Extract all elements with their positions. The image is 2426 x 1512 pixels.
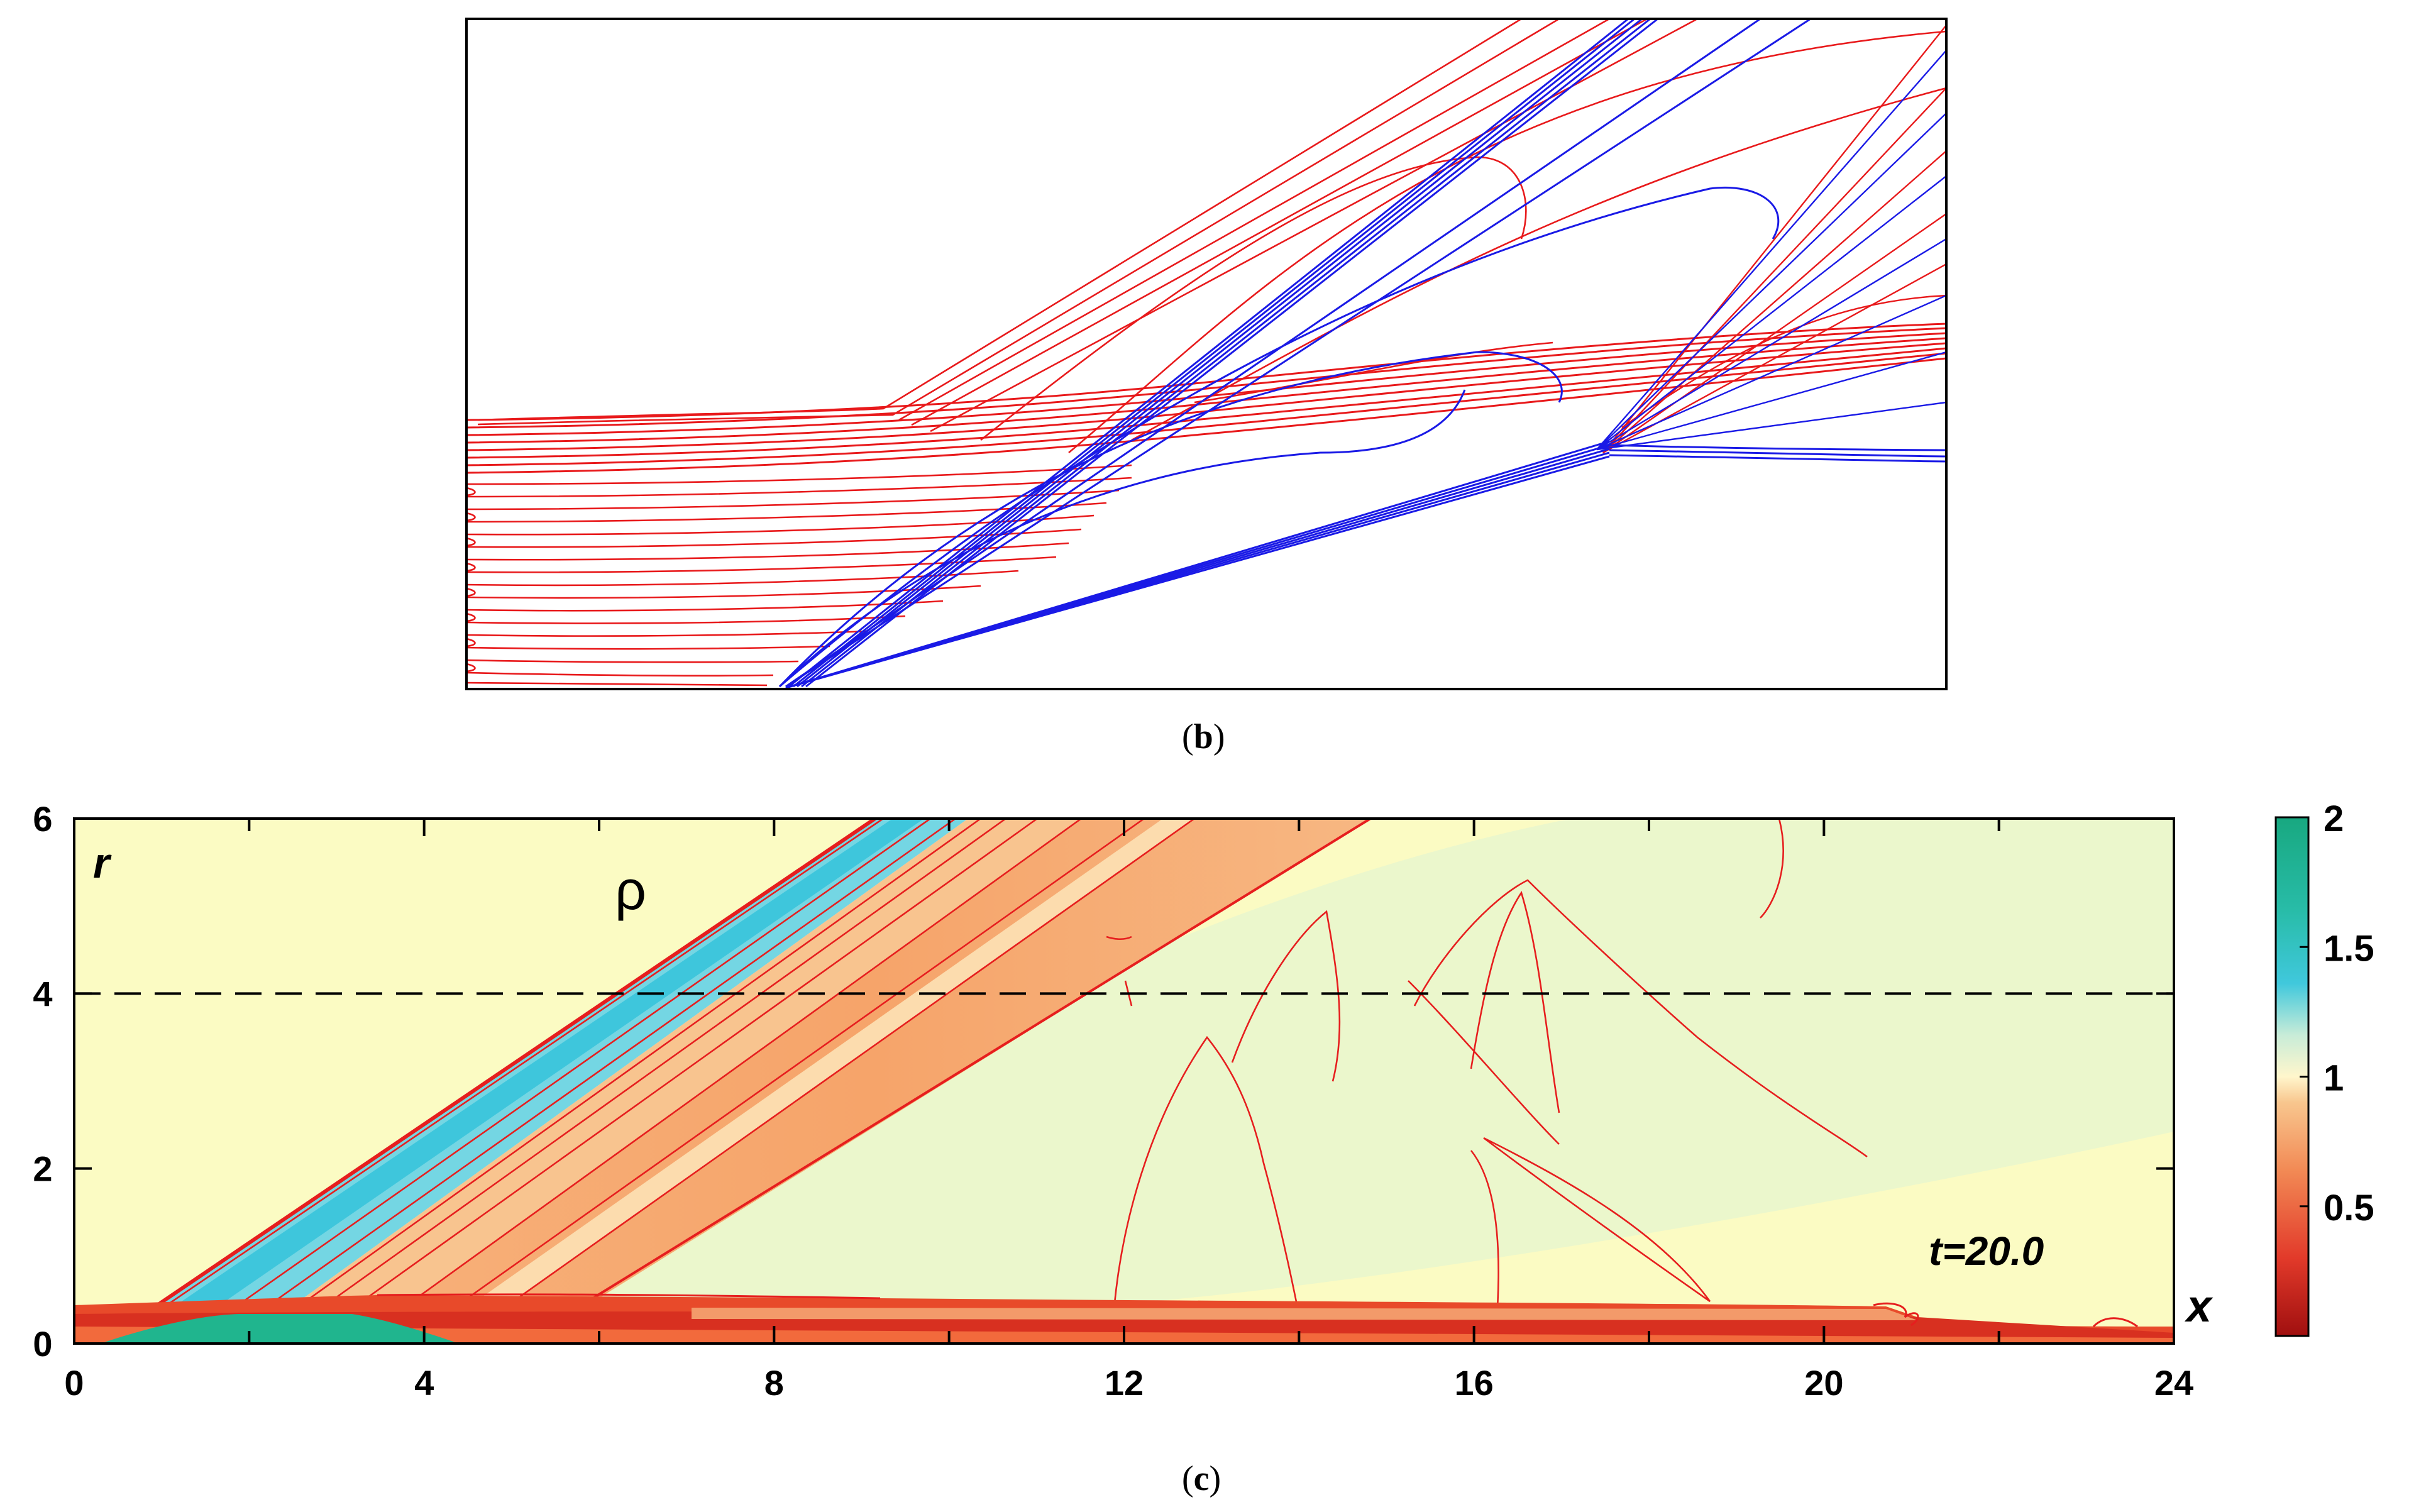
caption-c-letter: c: [1193, 1459, 1210, 1498]
panel-c-x-axis-label: x: [2184, 1281, 2214, 1332]
panel-c-y-ticks: 0 2 4 6: [33, 799, 2174, 1364]
x-tick-label-20: 20: [1804, 1363, 1843, 1403]
caption-b-letter: b: [1193, 717, 1213, 756]
x-tick-label-0: 0: [64, 1363, 84, 1403]
panel-b-plot: [465, 18, 1948, 690]
x-tick-label-4: 4: [414, 1363, 434, 1403]
panel-c-teal-body: [101, 1314, 459, 1344]
colorbar-label-1.5: 1.5: [2324, 928, 2374, 969]
caption-c: (c): [1182, 1459, 1221, 1498]
caption-b: (b): [1182, 717, 1225, 756]
x-tick-label-12: 12: [1105, 1363, 1144, 1403]
x-tick-label-16: 16: [1455, 1363, 1494, 1403]
panel-b-blue-oblique-bundle: [778, 19, 1811, 688]
panel-c-r-axis-label: r: [93, 839, 112, 887]
panel-c-x-ticks: 0 4 8 12 16 20 24: [64, 819, 2193, 1403]
panel-c-orange-band-1: [264, 819, 1081, 1327]
x-tick-label-8: 8: [764, 1363, 784, 1403]
panel-c-colorbar: 0.5 1 1.5 2: [2274, 798, 2374, 1337]
y-tick-label-2: 2: [33, 1149, 52, 1189]
y-tick-label-0: 0: [33, 1324, 52, 1364]
panel-b-red-right-fan: [1602, 25, 1946, 454]
panel-c-time-label: t=20.0: [1929, 1228, 2044, 1274]
panel-b-blue-right-fan: [1596, 50, 1946, 451]
x-tick-label-24: 24: [2154, 1363, 2193, 1403]
y-tick-label-6: 6: [33, 799, 52, 839]
colorbar-label-2: 2: [2324, 798, 2344, 839]
panel-b-blue-lower-shock: [785, 440, 1946, 689]
panel-c-red-contours: [124, 819, 1868, 1328]
colorbar-label-1: 1: [2324, 1058, 2344, 1099]
colorbar-label-0.5: 0.5: [2324, 1188, 2374, 1228]
panel-c-field-label: ρ: [615, 859, 646, 921]
y-tick-label-4: 4: [33, 974, 52, 1013]
